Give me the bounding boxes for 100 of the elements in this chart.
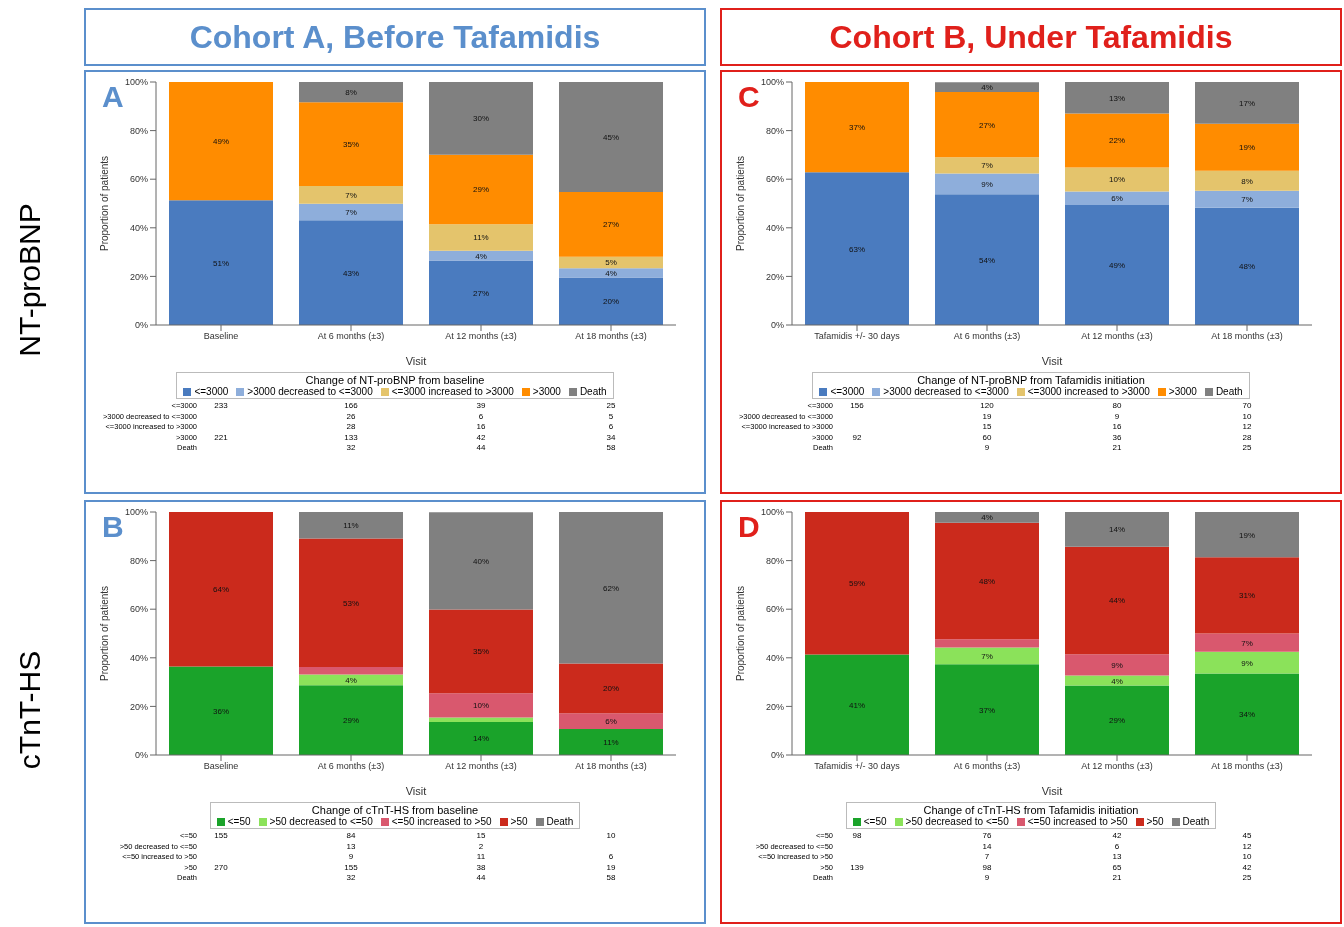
text: 39 [475,401,487,410]
text: 44 [475,443,487,452]
bar [299,512,403,539]
chart-subtitle: D [738,510,760,544]
data-label: 7% [345,208,357,218]
text: 270 [213,862,229,872]
x-tick-label: At 12 months (±3) [1081,761,1153,772]
data-label: 6% [605,717,617,727]
legend-title: Change of NT-proBNP from Tafamidis initiation [917,374,1145,386]
data-label: 8% [345,88,357,98]
bar [805,82,909,173]
data-label: 13% [1108,93,1126,103]
data-label: 19% [1238,143,1256,153]
legend-label: >50 [509,816,528,827]
y-tick-label: 60% [129,174,148,185]
y-axis-title: Proportion of patients [98,585,110,682]
bar [299,82,403,103]
text: 9 [1113,411,1121,421]
text: 7 [983,852,991,861]
bar [1195,633,1299,652]
text: 25 [1241,873,1253,882]
data-label: 44% [1108,596,1126,606]
bar [169,200,273,325]
text: 9 [347,852,355,861]
y-tick-label: 80% [129,555,148,566]
data-label: 11% [343,521,359,531]
data-label: 63% [848,244,866,254]
text: 14 [981,841,993,851]
bar [559,82,663,193]
text: 221 [213,432,229,442]
data-label: 4% [981,83,993,93]
y-tick-label: 80% [765,555,784,566]
y-tick-label: 0% [134,750,148,761]
bar [1195,123,1299,171]
legend-label: <=3000 increased to >3000 [391,386,514,397]
legend-label: >50 decreased to <=50 [904,816,1009,827]
text: 45 [1241,831,1253,840]
y-tick-label: 20% [129,271,148,282]
data-label: 53% [342,598,360,608]
y-tick-label: 40% [129,652,148,663]
text: 12 [1241,422,1253,431]
text: 28 [1241,432,1253,442]
text: cTnT-HS [13,650,47,770]
bar [559,277,663,325]
bar [559,713,663,729]
legend-label: <=3000 [193,386,229,397]
legend-label: >3000 decreased to <=3000 [882,386,1009,397]
text: 10 [1241,411,1253,421]
chart-title: Cohort A, Before Tafamidis [84,8,706,66]
data-label: 22% [1108,136,1126,146]
text: 11 [475,852,487,861]
legend-label: >50 decreased to <=50 [268,816,373,827]
bar [1195,82,1299,124]
data-label: 5% [605,258,617,268]
data-label: 27% [602,220,620,230]
bar [805,654,909,755]
data-label: 17% [1238,98,1256,108]
legend-label: >3000 [1167,386,1197,397]
data-label: 35% [472,647,490,657]
bar [429,250,533,261]
data-label: 4% [981,513,993,523]
y-tick-label: 60% [765,174,784,185]
text: 5 [607,411,615,421]
text: 92 [851,432,863,442]
data-label: 48% [978,577,996,587]
bar [559,268,663,278]
x-tick-label: Baseline [203,761,239,772]
text: 36 [1111,432,1123,442]
text: 28 [345,422,357,431]
bar [1065,675,1169,686]
bar [1065,546,1169,655]
y-tick-label: 80% [129,125,148,136]
x-tick-label: At 6 months (±3) [317,331,385,342]
x-tick-label: At 18 months (±3) [575,761,647,772]
bar [1065,205,1169,325]
bar [1065,654,1169,676]
legend-title: Change of cTnT-HS from Tafamidis initiation [922,804,1140,816]
bar [559,728,663,755]
data-label: 20% [602,297,620,307]
text: 65 [1111,862,1123,872]
x-tick-label: At 6 months (±3) [953,331,1021,342]
text: 6 [1113,841,1121,851]
text: 98 [981,862,993,872]
y-tick-label: 40% [765,223,784,233]
bar [805,512,909,655]
text: 6 [607,422,615,431]
bar [1065,82,1169,114]
legend-label: >3000 decreased to <=3000 [246,386,373,397]
y-tick-label: 40% [765,652,784,663]
text: 58 [605,873,617,882]
data-label: 62% [602,583,620,593]
bar [1195,170,1299,191]
x-tick-label: At 12 months (±3) [445,331,517,342]
bar [1065,113,1169,168]
data-label: 10% [472,701,490,711]
data-label: 31% [1238,591,1256,601]
text: 42 [1111,831,1123,840]
bar [935,512,1039,523]
x-tick-label: At 6 months (±3) [953,761,1021,772]
text: 21 [1111,443,1123,452]
